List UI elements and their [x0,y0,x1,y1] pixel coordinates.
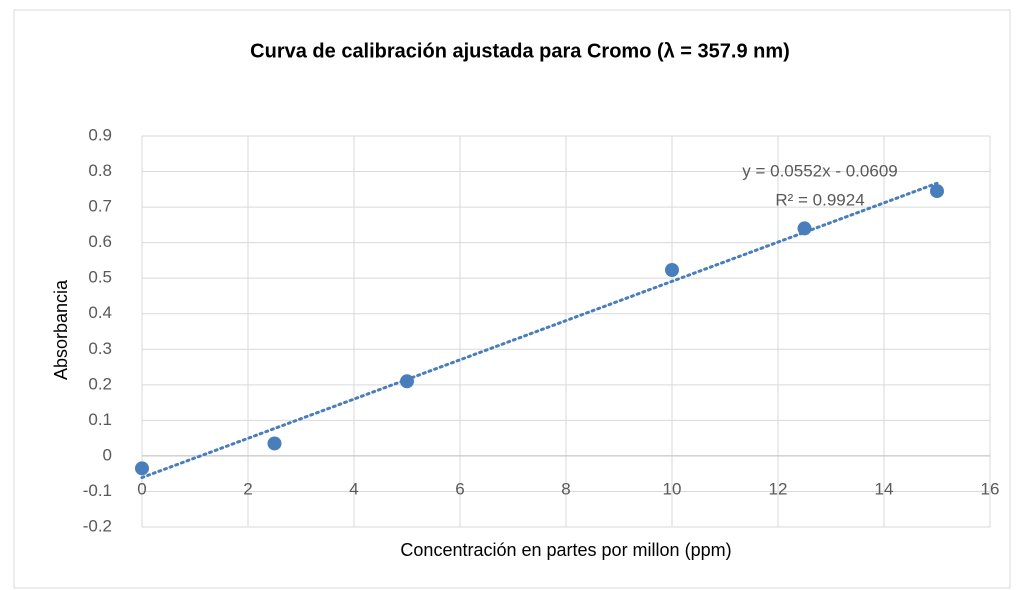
x-tick-label: 14 [875,479,894,498]
y-tick-label: 0.7 [88,197,112,216]
y-tick-label: 0.2 [88,374,112,393]
y-axis-label: Absorbancia [51,279,71,380]
data-point [400,374,414,389]
data-point [930,184,944,199]
x-tick-label: 10 [663,479,682,498]
trendline-r-squared: R² = 0.9924 [775,190,864,209]
y-tick-label: 0.8 [88,161,112,180]
trendline [140,181,939,480]
y-tick-label: 0.1 [88,410,112,429]
y-tick-label: -0.2 [83,516,112,535]
y-tick-label: -0.1 [83,481,112,500]
x-tick-label: 16 [981,479,1000,498]
y-tick-label: 0.3 [88,339,112,358]
x-tick-label: 6 [455,479,464,498]
chart-title: Curva de calibración ajustada para Cromo… [250,40,790,62]
x-tick-label: 0 [137,479,146,498]
x-tick-label: 4 [349,479,358,498]
y-tick-label: 0.9 [88,125,112,144]
x-tick-label: 12 [769,479,788,498]
y-tick-label: 0.4 [88,303,112,322]
x-tick-label: 2 [243,479,252,498]
data-point [797,221,812,236]
data-point [267,436,282,451]
y-tick-label: 0.5 [88,268,112,287]
data-point [665,263,679,278]
data-point [135,461,149,476]
y-tick-label: 0.6 [88,232,112,251]
x-tick-label: 8 [561,479,570,498]
trendline-equation: y = 0.0552x - 0.0609 [742,161,897,180]
y-tick-label: 0 [103,445,112,464]
x-axis-label: Concentración en partes por millon (ppm) [400,540,731,560]
chart-border [13,9,1011,589]
